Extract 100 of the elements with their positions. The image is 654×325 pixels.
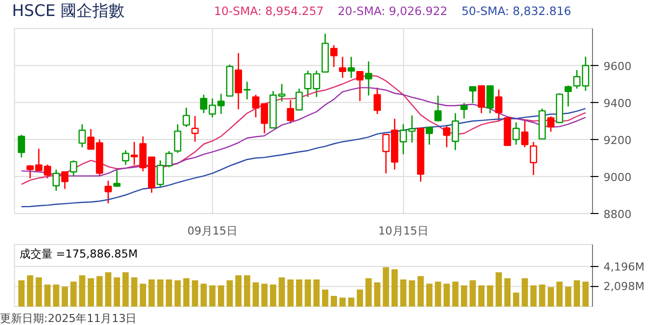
bar <box>444 284 450 306</box>
candlestick <box>78 124 86 148</box>
y-tick-label: 4,196M <box>604 260 644 274</box>
bar <box>556 282 563 306</box>
candlestick <box>443 124 450 148</box>
bar <box>131 277 138 306</box>
candlestick <box>234 52 242 110</box>
bar <box>486 285 494 306</box>
y-tick-label: 9600 <box>604 60 632 73</box>
bar <box>174 280 181 306</box>
bar <box>88 278 94 306</box>
y-tick-label: 8800 <box>604 208 632 221</box>
candlestick <box>374 87 381 115</box>
bar <box>478 285 485 306</box>
bar <box>226 280 233 306</box>
bar <box>192 280 198 306</box>
bar <box>148 279 155 306</box>
candlestick <box>469 86 476 104</box>
bar <box>278 277 285 306</box>
bar <box>452 282 458 306</box>
candlestick <box>296 88 303 111</box>
bar <box>218 285 224 306</box>
chart-title: HSCE 國企指數 <box>12 1 125 20</box>
bar <box>235 275 242 306</box>
bar <box>26 275 34 306</box>
bar <box>304 279 311 306</box>
candlestick <box>521 119 528 148</box>
bar <box>70 282 77 306</box>
bar <box>296 279 302 306</box>
bar <box>408 280 416 306</box>
bar <box>183 278 190 306</box>
candlestick <box>338 56 346 79</box>
candlestick <box>70 160 78 177</box>
bar <box>114 277 120 306</box>
bar <box>382 267 390 306</box>
bar <box>582 282 589 306</box>
candlestick <box>61 171 68 190</box>
bar <box>36 277 42 306</box>
candlestick <box>356 70 364 102</box>
bar <box>18 280 25 306</box>
bar <box>330 296 337 306</box>
bar <box>496 272 502 306</box>
bar <box>166 279 172 306</box>
candlestick <box>486 85 494 114</box>
bar <box>322 290 328 306</box>
y-tick-label: 9400 <box>604 97 632 110</box>
bar <box>460 285 468 306</box>
bar <box>79 275 86 306</box>
bar <box>339 298 346 306</box>
bar <box>140 284 146 306</box>
bar <box>418 276 424 306</box>
bar <box>62 286 68 306</box>
candlestick <box>191 115 199 142</box>
candlestick <box>348 56 355 79</box>
bar <box>313 279 320 306</box>
bar <box>426 284 432 306</box>
bar <box>53 284 60 306</box>
candlestick <box>330 44 338 68</box>
bar <box>565 286 572 306</box>
text: 更新日期:2025年11月13日 <box>0 311 137 325</box>
bar <box>470 280 476 306</box>
bar <box>44 284 51 306</box>
bar <box>365 278 372 306</box>
candlestick <box>434 95 442 122</box>
bar <box>374 282 380 306</box>
y-tick-label: 9000 <box>604 171 632 184</box>
candlestick <box>452 112 460 151</box>
bar <box>434 282 442 306</box>
bar <box>105 272 112 306</box>
candlestick <box>52 169 60 192</box>
candlestick <box>174 124 182 154</box>
candlestick <box>122 150 130 166</box>
bar <box>548 287 554 306</box>
candlestick <box>530 141 538 176</box>
bar <box>348 298 354 306</box>
bar <box>392 269 398 306</box>
candlestick <box>364 60 372 96</box>
bar <box>96 276 103 306</box>
bar <box>539 284 546 306</box>
candlestick <box>104 180 112 204</box>
x-tick-label: 09月15日 <box>187 224 238 238</box>
candlestick <box>564 84 572 108</box>
bar <box>400 279 406 306</box>
candlestick <box>113 168 121 188</box>
text: 20-SMA: 9,026.922 <box>338 4 448 18</box>
bar <box>513 292 520 306</box>
bar <box>122 272 129 306</box>
bar <box>270 284 276 306</box>
candlestick <box>478 85 486 114</box>
candlestick <box>426 126 433 146</box>
candlestick <box>547 116 554 132</box>
bar <box>504 278 511 306</box>
bar <box>522 278 528 306</box>
y-tick-label: 2,098M <box>604 280 644 294</box>
annotation: 成交量 =175,886.85M <box>20 248 138 260</box>
bar <box>356 290 364 306</box>
bar <box>200 284 207 306</box>
bar <box>574 280 580 306</box>
candlestick <box>243 81 251 100</box>
bar <box>287 279 294 306</box>
